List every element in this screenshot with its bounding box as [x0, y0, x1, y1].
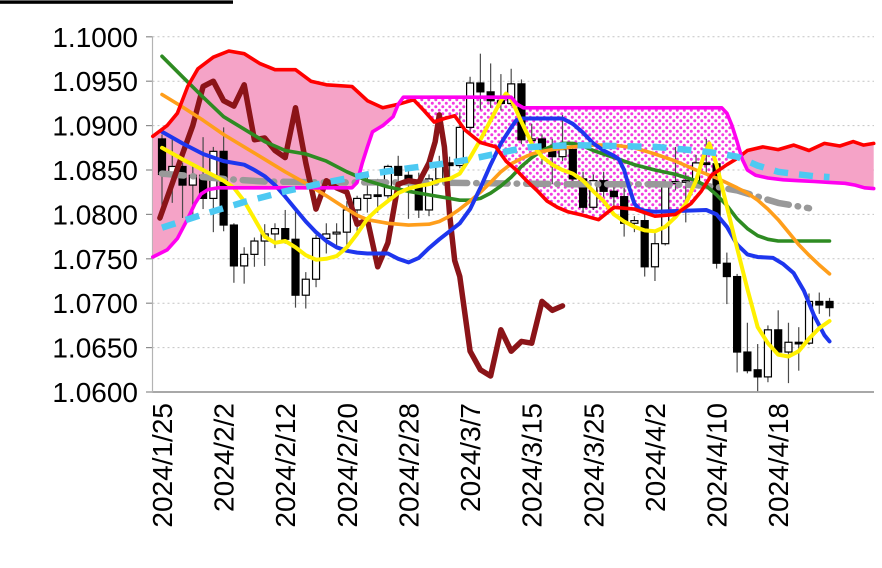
cloud-bullish-fill	[741, 141, 874, 189]
candle-body-up	[558, 148, 567, 158]
y-axis-label: 1.0750	[52, 244, 138, 275]
candle-body-down	[229, 224, 238, 267]
series-line-senkou-a-red-line	[151, 49, 876, 222]
candle-body-down	[640, 220, 649, 268]
candle-body-up	[630, 220, 639, 224]
candle-body-down	[815, 300, 824, 306]
candle-body-down	[476, 82, 485, 93]
y-axis-label: 1.1000	[52, 22, 138, 53]
candle-body-down	[373, 194, 382, 198]
series-line-senkou-b-magenta-line	[151, 95, 876, 259]
series-line-lagging-span-dark-red	[157, 78, 566, 379]
axis-label-layer: 1.0600 1.0650 1.0700 1.0750 1.0800 1.0850 1.09…	[52, 22, 794, 528]
candle-body-up	[650, 243, 660, 268]
candle-body-up	[270, 228, 280, 235]
candle-body-down	[753, 369, 762, 378]
candle-body-down	[825, 300, 834, 309]
candle-body-down	[281, 228, 290, 240]
candle-body-up	[353, 197, 362, 211]
series-line-ma-green	[160, 54, 832, 243]
x-axis-label: 2024/2/20	[332, 403, 363, 528]
x-axis-label: 2024/3/15	[517, 403, 548, 528]
candle-body-up	[363, 194, 372, 200]
x-axis-label: 2024/4/18	[763, 403, 794, 528]
candle-body-up	[466, 82, 475, 128]
series-line-ma-skyblue-dash	[160, 141, 830, 231]
x-axis-label: 2024/2/28	[393, 403, 424, 528]
x-axis-label: 2024/3/25	[578, 403, 609, 528]
candle-body-up	[763, 329, 773, 378]
y-axis-label: 1.0800	[52, 199, 138, 230]
y-axis-label: 1.0650	[52, 333, 138, 364]
x-axis-label: 2024/2/2	[209, 403, 240, 512]
x-axis-label: 2024/4/10	[702, 403, 733, 528]
candle-body-up	[342, 209, 351, 233]
candle-body-up	[455, 126, 464, 167]
candle-body-up	[784, 341, 793, 353]
series-line-ma-yellow	[160, 91, 832, 359]
candle-body-down	[722, 262, 731, 278]
candle-body-down	[157, 138, 167, 176]
candle-body-up	[681, 180, 690, 183]
candle-body-down	[794, 341, 803, 345]
candle-body-down	[702, 162, 711, 166]
candle-body-down	[609, 190, 618, 198]
candle-body-down	[291, 238, 300, 296]
candle-body-down	[394, 165, 403, 176]
x-axis-label: 2024/1/25	[147, 403, 178, 528]
x-axis-label: 2024/4/2	[640, 403, 671, 512]
candle-body-down	[774, 329, 783, 353]
candle-body-down	[733, 275, 742, 353]
x-axis-label: 2024/3/7	[455, 403, 486, 512]
candle-body-down	[568, 148, 577, 180]
y-axis-label: 1.0600	[52, 377, 138, 408]
candle-body-up	[301, 278, 310, 296]
y-axis-label: 1.0900	[52, 111, 138, 142]
y-axis-label: 1.0950	[52, 66, 138, 97]
top-border-line	[0, 0, 233, 4]
candle-body-up	[250, 240, 259, 255]
y-axis-label: 1.0700	[52, 288, 138, 319]
candle-body-up	[240, 253, 249, 267]
x-axis-label: 2024/2/12	[270, 403, 301, 528]
y-axis-label: 1.0850	[52, 155, 138, 186]
candle-body-down	[743, 351, 752, 372]
candle-body-up	[332, 231, 341, 235]
